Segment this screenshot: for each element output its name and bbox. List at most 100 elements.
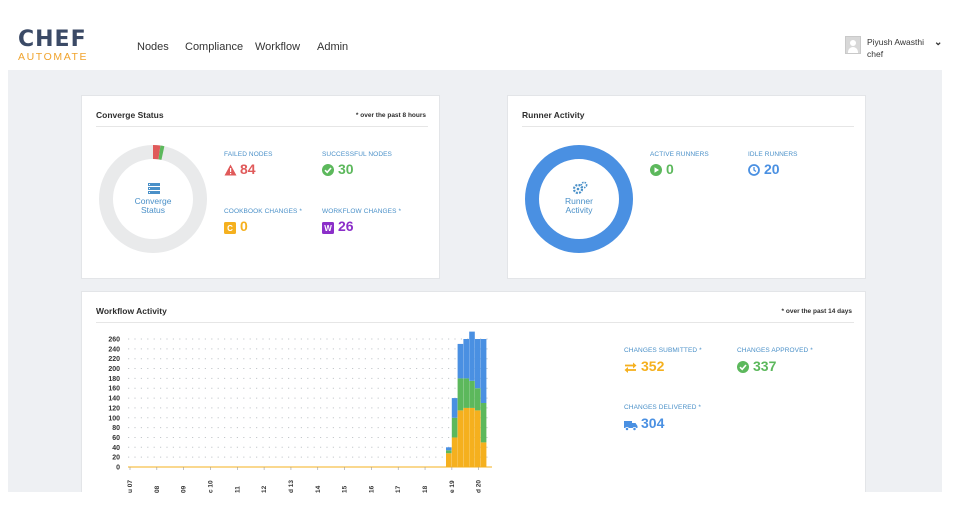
card-title: Converge Status (96, 110, 164, 120)
failed-nodes-label: FAILED NODES (224, 151, 273, 158)
y-tick-label: 100 (108, 415, 120, 422)
card-title: Runner Activity (522, 110, 585, 120)
bar-segment-green (480, 403, 487, 443)
x-tick-label: 17 (395, 485, 402, 493)
bar-segment-orange (469, 407, 475, 467)
bar-segment-blue (463, 339, 469, 379)
successful-nodes-value[interactable]: 30 (338, 161, 354, 177)
y-tick-label: 240 (108, 346, 120, 353)
x-tick-label: 15 (342, 485, 349, 493)
donut-center-label: Converge Status (118, 197, 188, 215)
x-tick-label: d 13 (288, 480, 295, 493)
avatar (845, 36, 861, 54)
x-tick-label: 08 (154, 485, 161, 493)
logo-wordmark: CHEF (18, 27, 87, 52)
bar-segment-green (457, 378, 464, 411)
bar-segment-blue (480, 339, 487, 403)
dashboard-content: Converge Status * over the past 8 hours … (8, 70, 942, 493)
nav-workflow[interactable]: Workflow (255, 41, 301, 53)
donut-idle-segment (525, 145, 633, 253)
divider (96, 126, 428, 127)
cookbook-changes-label: COOKBOOK CHANGES * (224, 208, 303, 215)
bar-segment-orange (463, 407, 469, 467)
bar-segment-green (446, 450, 452, 454)
bar-segment-orange (457, 410, 464, 467)
card-title: Workflow Activity (96, 306, 167, 316)
truck-icon (624, 418, 638, 436)
active-runners-value[interactable]: 0 (666, 161, 674, 177)
donut-failed-segment (99, 145, 207, 253)
donut-label-line-2: Activity (565, 205, 593, 215)
runner-donut[interactable] (508, 96, 867, 280)
warning-icon (224, 163, 237, 181)
top-navigation-bar: CHEF AUTOMATE Nodes Compliance Workflow … (0, 0, 961, 70)
successful-nodes-label: SUCCESSFUL NODES (322, 151, 392, 158)
check-circle-icon (737, 360, 749, 378)
donut-label-line-1: Runner (565, 196, 593, 206)
active-runners-label: ACTIVE RUNNERS (650, 151, 709, 158)
bar-segment-orange (451, 437, 458, 467)
x-tick-label: 16 (368, 485, 375, 493)
user-org: chef (867, 49, 884, 59)
time-range-note: * over the past 8 hours (355, 112, 426, 119)
failed-nodes-value[interactable]: 84 (240, 161, 256, 177)
converge-status-card: Converge Status * over the past 8 hours … (81, 95, 440, 279)
nav-admin[interactable]: Admin (317, 41, 349, 53)
x-tick-label: u 07 (127, 480, 134, 493)
chevron-down-icon[interactable]: ⌄ (934, 37, 943, 48)
changes-approved-value[interactable]: 337 (753, 358, 777, 374)
x-tick-label: 14 (315, 485, 322, 493)
x-tick-label: 18 (422, 485, 429, 493)
bar-segment-blue (475, 339, 481, 389)
bar-segment-blue (457, 343, 464, 379)
workflow-changes-value[interactable]: 26 (338, 218, 354, 234)
y-tick-label: 0 (116, 465, 120, 472)
converge-donut[interactable] (82, 96, 441, 280)
workflow-activity-card: Workflow Activity * over the past 14 day… (81, 291, 866, 493)
idle-runners-label: IDLE RUNNERS (748, 151, 798, 158)
changes-submitted-label: CHANGES SUBMITTED * (624, 347, 702, 354)
x-tick-label: 09 (181, 485, 188, 493)
donut-label-line-2: Status (140, 205, 166, 215)
x-tick-label: 12 (261, 485, 268, 493)
bar-segment-green (451, 417, 458, 438)
donut-center-label: Runner Activity (544, 197, 614, 215)
changes-delivered-label: CHANGES DELIVERED * (624, 404, 702, 411)
changes-delivered-value[interactable]: 304 (641, 415, 665, 431)
idle-runners-value[interactable]: 20 (764, 161, 780, 177)
chef-automate-logo[interactable]: CHEF AUTOMATE (18, 27, 89, 64)
play-circle-icon (650, 163, 662, 181)
bar-segment-green (475, 388, 481, 411)
x-tick-label: e 19 (449, 480, 456, 493)
gears-icon (572, 181, 588, 200)
y-tick-label: 80 (112, 425, 120, 432)
user-name: Piyush Awasthi (867, 37, 925, 47)
y-tick-label: 180 (108, 376, 120, 383)
bar-segment-green (463, 378, 469, 408)
svg-text:C: C (227, 224, 233, 233)
nav-nodes[interactable]: Nodes (137, 41, 169, 53)
y-tick-label: 60 (112, 435, 120, 442)
bar-segment-blue (446, 447, 452, 451)
logo-product: AUTOMATE (18, 51, 89, 63)
svg-text:W: W (324, 224, 332, 233)
changes-submitted-value[interactable]: 352 (641, 358, 665, 374)
bar-segment-blue (451, 398, 458, 418)
workflow-changes-label: WORKFLOW CHANGES * (322, 208, 402, 215)
cookbook-changes-value[interactable]: 0 (240, 218, 248, 234)
y-tick-label: 220 (108, 356, 120, 363)
clock-icon (748, 163, 760, 181)
bar-segment-blue (469, 331, 475, 381)
changes-approved-label: CHANGES APPROVED * (737, 347, 813, 354)
y-tick-label: 200 (108, 366, 120, 373)
divider (522, 126, 854, 127)
bar-segment-orange (480, 442, 487, 467)
time-range-note: * over the past 14 days (781, 308, 852, 315)
server-icon (147, 182, 161, 200)
y-tick-label: 260 (108, 337, 120, 344)
divider (96, 322, 854, 323)
nav-compliance[interactable]: Compliance (185, 41, 244, 53)
cookbook-icon: C (224, 221, 236, 239)
y-tick-label: 160 (108, 386, 120, 393)
